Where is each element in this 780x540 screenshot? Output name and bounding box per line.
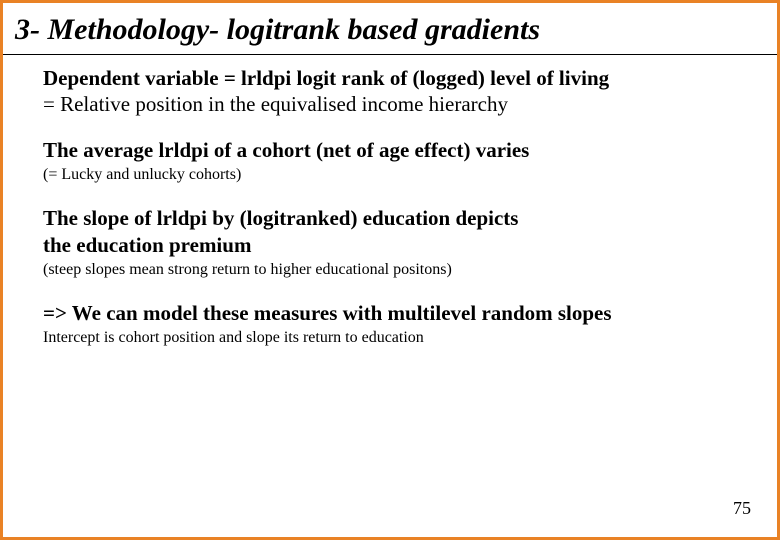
block-average-cohort: The average lrldpi of a cohort (net of a… [43, 137, 743, 185]
sub-text: (= Lucky and unlucky cohorts) [43, 165, 743, 185]
page-number: 75 [733, 498, 751, 519]
plain-prefix: = [43, 92, 60, 116]
slide-frame: 3- Methodology- logitrank based gradient… [0, 0, 780, 540]
block-dependent-variable: Dependent variable = lrldpi logit rank o… [43, 65, 743, 118]
slide-content: Dependent variable = lrldpi logit rank o… [3, 55, 777, 349]
bold-text: => We can model these measures with mult… [43, 300, 743, 326]
slide-title: 3- Methodology- logitrank based gradient… [3, 3, 777, 55]
text-line: = Relative position in the equivalised i… [43, 91, 743, 117]
block-conclusion: => We can model these measures with mult… [43, 300, 743, 348]
sub-text: (steep slopes mean strong return to high… [43, 260, 743, 280]
text-line: Dependent variable = lrldpi logit rank o… [43, 65, 743, 91]
bold-text: The average lrldpi of a cohort (net of a… [43, 137, 743, 163]
sub-text: Intercept is cohort position and slope i… [43, 328, 743, 348]
plain-text: Relative position in the equivalised inc… [60, 92, 508, 116]
bold-text: The slope of lrldpi by (logitranked) edu… [43, 205, 743, 231]
block-slope-education: The slope of lrldpi by (logitranked) edu… [43, 205, 743, 280]
bold-text: the education premium [43, 232, 743, 258]
bold-text: Dependent variable = lrldpi logit rank o… [43, 66, 609, 90]
